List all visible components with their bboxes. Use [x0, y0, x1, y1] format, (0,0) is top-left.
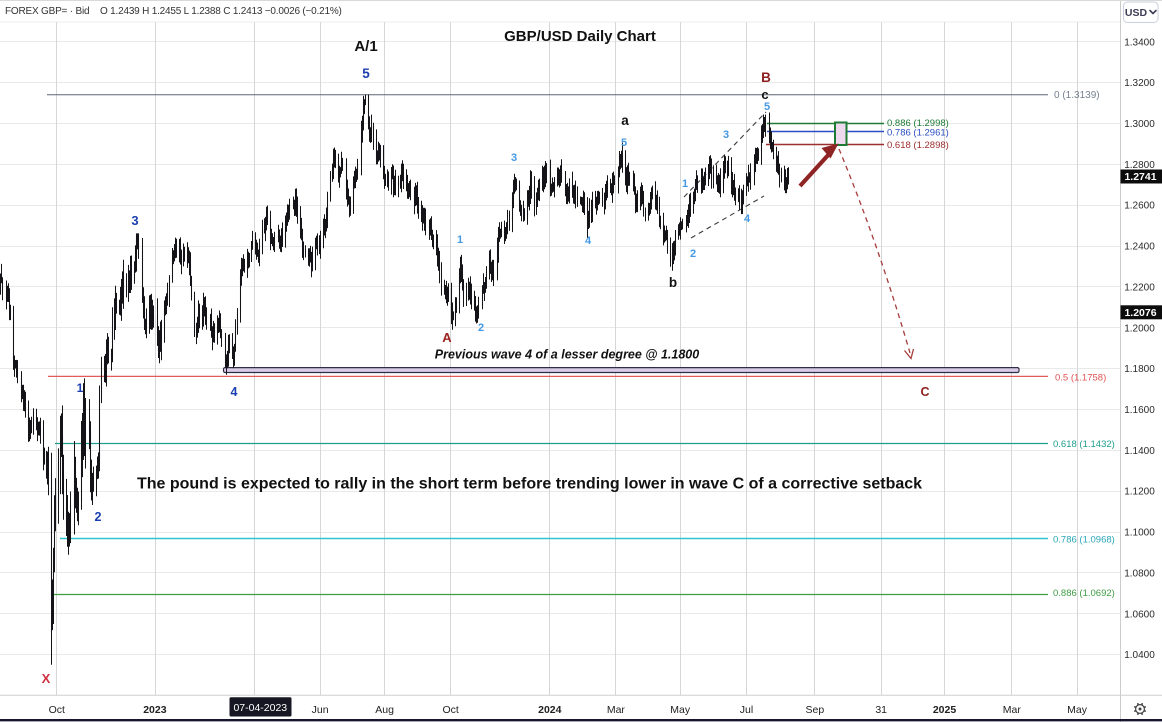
svg-text:2: 2 [95, 510, 102, 524]
svg-text:X: X [42, 671, 51, 686]
svg-text:1.0600: 1.0600 [1124, 609, 1155, 620]
svg-text:2025: 2025 [933, 704, 957, 716]
svg-text:5: 5 [764, 101, 770, 113]
svg-text:0.886 (1.2998): 0.886 (1.2998) [887, 118, 949, 129]
svg-text:1.2200: 1.2200 [1124, 282, 1155, 293]
svg-text:1.0800: 1.0800 [1124, 568, 1155, 579]
svg-text:3: 3 [723, 129, 729, 141]
svg-text:1.2800: 1.2800 [1124, 160, 1155, 171]
svg-text:The pound is expected to rally: The pound is expected to rally in the sh… [137, 476, 922, 493]
svg-text:1.2000: 1.2000 [1124, 323, 1155, 334]
svg-text:1.3200: 1.3200 [1124, 78, 1155, 89]
svg-text:1: 1 [457, 234, 463, 246]
svg-text:1: 1 [77, 381, 84, 395]
svg-text:Jul: Jul [740, 704, 753, 716]
svg-text:Mar: Mar [607, 704, 626, 716]
svg-text:0 (1.3139): 0 (1.3139) [1054, 90, 1100, 101]
svg-text:1.1800: 1.1800 [1124, 364, 1155, 375]
svg-text:2023: 2023 [143, 704, 167, 716]
svg-text:5: 5 [362, 66, 370, 81]
svg-text:May: May [670, 704, 691, 716]
svg-text:0.786 (1.2961): 0.786 (1.2961) [887, 128, 949, 139]
svg-text:1.1000: 1.1000 [1124, 528, 1155, 539]
svg-text:O 1.2439 H 1.2455 L 1.2388 C 1: O 1.2439 H 1.2455 L 1.2388 C 1.2413 −0.0… [100, 6, 342, 17]
svg-text:a: a [621, 113, 629, 128]
svg-text:3: 3 [131, 213, 138, 228]
svg-text:Jun: Jun [312, 704, 329, 716]
svg-text:4: 4 [744, 213, 751, 225]
svg-text:0.5 (1.1758): 0.5 (1.1758) [1055, 373, 1106, 384]
svg-text:1.1600: 1.1600 [1124, 405, 1155, 416]
svg-text:1.2400: 1.2400 [1124, 242, 1155, 253]
svg-text:5: 5 [621, 137, 627, 149]
svg-text:B: B [761, 70, 771, 85]
svg-text:1: 1 [682, 178, 688, 190]
svg-text:A: A [442, 330, 452, 345]
svg-text:1.2600: 1.2600 [1124, 201, 1155, 212]
svg-text:1.1400: 1.1400 [1124, 446, 1155, 457]
svg-text:Oct: Oct [443, 704, 459, 716]
svg-text:Previous wave 4 of a lesser de: Previous wave 4 of a lesser degree @ 1.1… [435, 348, 699, 362]
svg-text:USD: USD [1125, 7, 1148, 19]
svg-text:Oct: Oct [49, 704, 65, 716]
svg-text:C: C [920, 385, 929, 399]
svg-text:b: b [669, 275, 677, 290]
svg-text:3: 3 [511, 152, 517, 164]
svg-text:1.2076: 1.2076 [1124, 307, 1156, 319]
svg-text:c: c [761, 87, 768, 102]
svg-text:Aug: Aug [375, 704, 394, 716]
svg-text:0.618 (1.1432): 0.618 (1.1432) [1053, 439, 1115, 450]
svg-text:1.3000: 1.3000 [1124, 119, 1155, 130]
svg-text:A/1: A/1 [354, 38, 377, 55]
svg-text:1.0400: 1.0400 [1124, 650, 1155, 661]
svg-text:FOREX GBP= · Bid: FOREX GBP= · Bid [5, 6, 89, 17]
svg-text:1.3400: 1.3400 [1124, 37, 1155, 48]
svg-text:1.1200: 1.1200 [1124, 487, 1155, 498]
svg-text:07-04-2023: 07-04-2023 [233, 702, 287, 714]
svg-text:GBP/USD Daily Chart: GBP/USD Daily Chart [504, 28, 656, 45]
svg-text:0.886 (1.0692): 0.886 (1.0692) [1053, 588, 1115, 599]
svg-text:May: May [1067, 704, 1088, 716]
svg-text:31: 31 [875, 704, 887, 716]
svg-text:4: 4 [231, 385, 238, 399]
svg-text:2: 2 [478, 322, 484, 334]
svg-text:1.2741: 1.2741 [1124, 171, 1156, 183]
svg-text:2: 2 [690, 248, 696, 260]
svg-text:0.786 (1.0968): 0.786 (1.0968) [1053, 535, 1115, 546]
svg-text:4: 4 [585, 235, 592, 247]
svg-text:0.618 (1.2898): 0.618 (1.2898) [887, 140, 949, 151]
svg-text:2024: 2024 [538, 704, 562, 716]
svg-text:Mar: Mar [1003, 704, 1022, 716]
svg-text:Sep: Sep [806, 704, 825, 716]
